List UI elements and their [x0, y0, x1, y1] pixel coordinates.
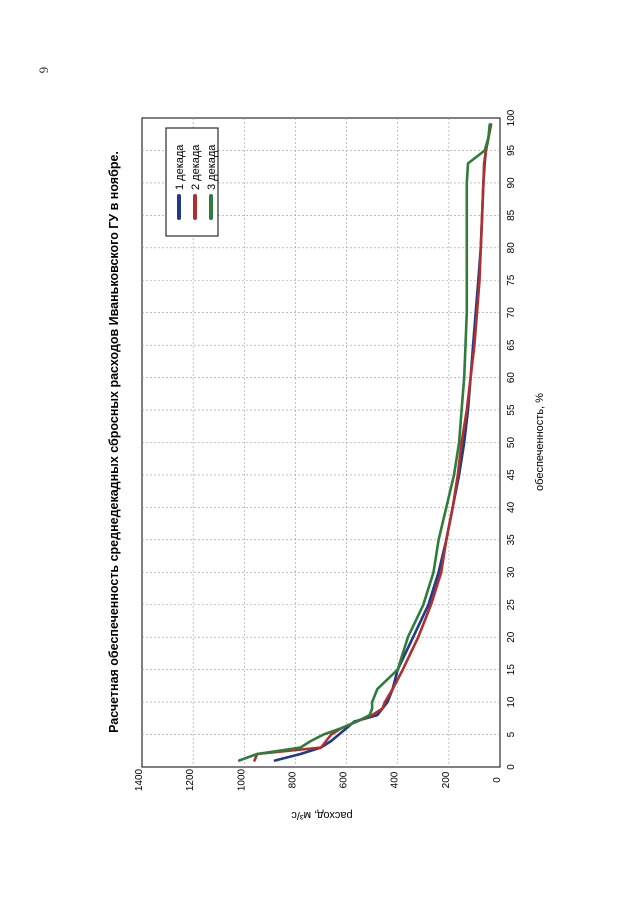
x-tick-label: 35 — [506, 534, 517, 546]
series-line-3 — [237, 123, 492, 762]
x-tick-label: 85 — [506, 209, 517, 221]
y-tick-label: 1200 — [185, 768, 196, 791]
legend-label-2: 2 декада — [190, 144, 202, 190]
x-tick-label: 75 — [506, 274, 517, 286]
x-tick-label: 55 — [506, 404, 517, 416]
legend-label-1: 1 декада — [174, 144, 186, 190]
x-tick-label: 10 — [506, 696, 517, 708]
tick-layer: 0 5 10 15 20 25 30 35 40 45 50 55 60 65 70 75 80 85 90 95 10… — [134, 109, 517, 791]
x-tick-label: 15 — [506, 664, 517, 676]
y-axis-label: расход, м³/с — [291, 809, 353, 821]
x-tick-label: 95 — [506, 144, 517, 156]
x-tick-label: 50 — [506, 437, 517, 449]
y-tick-label: 800 — [287, 771, 298, 788]
legend: 1 декада 2 декада 3 декада — [165, 127, 219, 237]
chart-title: Расчетная обеспеченность среднедекадных … — [107, 151, 121, 733]
x-tick-label: 90 — [506, 177, 517, 189]
x-tick-label: 100 — [506, 109, 517, 126]
grid-layer — [142, 118, 500, 767]
x-tick-label: 30 — [506, 566, 517, 578]
x-tick-label: 20 — [506, 631, 517, 643]
y-tick-label: 200 — [441, 771, 452, 788]
legend-label-3: 3 декада — [206, 144, 218, 190]
y-tick-label: 400 — [390, 771, 401, 788]
x-axis-label: обеспеченность, % — [534, 393, 546, 491]
x-tick-label: 65 — [506, 339, 517, 351]
y-tick-label: 600 — [339, 771, 350, 788]
legend-box — [165, 127, 219, 237]
x-tick-label: 60 — [506, 372, 517, 384]
x-tick-label: 25 — [506, 599, 517, 611]
x-tick-label: 45 — [506, 469, 517, 481]
y-tick-label: 0 — [492, 777, 503, 783]
x-tick-label: 70 — [506, 307, 517, 319]
x-tick-label: 80 — [506, 242, 517, 254]
series-layer — [237, 123, 493, 762]
y-tick-label: 1000 — [236, 768, 247, 791]
y-tick-label: 1400 — [134, 768, 145, 791]
x-tick-label: 40 — [506, 501, 517, 513]
x-tick-label: 5 — [506, 731, 517, 737]
x-tick-label: 0 — [506, 764, 517, 770]
